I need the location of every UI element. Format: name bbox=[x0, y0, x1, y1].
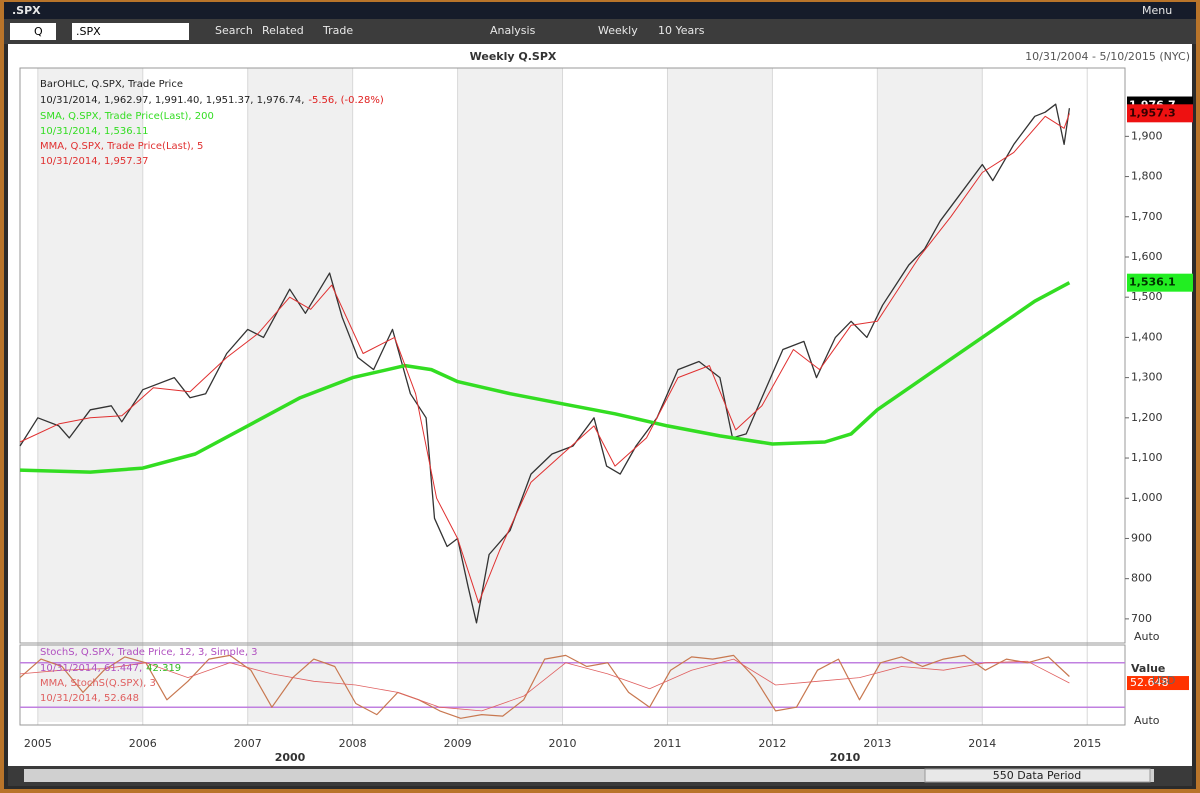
y-tick-label: 1,200 bbox=[1131, 411, 1163, 424]
stoch-panel bbox=[19, 644, 1126, 726]
x-tick-label: 2010 bbox=[549, 737, 577, 750]
toolbar bbox=[4, 19, 1196, 44]
y-tick-label: 900 bbox=[1131, 531, 1152, 544]
chart-title: Weekly Q.SPX bbox=[470, 50, 557, 63]
x-tick-label: 2014 bbox=[968, 737, 996, 750]
series-line bbox=[19, 281, 1071, 474]
legend-text: 10/31/2014, 1,536.11 bbox=[40, 126, 149, 137]
price-panel bbox=[19, 67, 1126, 644]
date-range: 10/31/2004 - 5/10/2015 (NYC) bbox=[1025, 50, 1190, 63]
data-period: 550 Data Period bbox=[993, 769, 1082, 782]
y-tick-label: 1,000 bbox=[1131, 491, 1163, 504]
toolbar-button[interactable]: Analysis bbox=[490, 24, 536, 37]
legend-text: StochS, Q.SPX, Trade Price, 12, 3, Simpl… bbox=[40, 647, 258, 658]
menu-button[interactable]: Menu bbox=[1142, 4, 1172, 17]
toolbar-button[interactable]: Trade bbox=[322, 24, 353, 37]
auto-button[interactable]: Auto bbox=[1134, 630, 1160, 643]
series-line bbox=[19, 658, 1070, 712]
x-tick-label: 2007 bbox=[234, 737, 262, 750]
scroll-thumb[interactable] bbox=[924, 768, 1151, 783]
legend-text: SMA, Q.SPX, Trade Price(Last), 200 bbox=[40, 111, 214, 122]
y-tick-label: 700 bbox=[1131, 612, 1152, 625]
x-tick-label: 2006 bbox=[129, 737, 157, 750]
toolbar-button[interactable]: Related bbox=[262, 24, 304, 37]
legend-text: 10/31/2014, 52.648 bbox=[40, 693, 139, 704]
scroll-track[interactable] bbox=[24, 769, 1154, 782]
x-tick-label: 2011 bbox=[653, 737, 681, 750]
legend-text: 10/31/2014, 61.447, 42.319 bbox=[40, 663, 181, 674]
series-line bbox=[19, 113, 1070, 604]
price-tag bbox=[1127, 104, 1193, 123]
legend-text: MMA, Q.SPX, Trade Price(Last), 5 bbox=[40, 141, 203, 152]
y-tick-label: 1,500 bbox=[1131, 290, 1163, 303]
price-tag-label: 1,536.1 bbox=[1129, 276, 1176, 289]
legend-text: 10/31/2014, 1,962.97, 1,991.40, 1,951.37… bbox=[40, 95, 384, 106]
y-tick-label: 1,900 bbox=[1131, 129, 1163, 142]
x-tick-label: 2015 bbox=[1073, 737, 1101, 750]
x-tick-label: 2005 bbox=[24, 737, 52, 750]
stoch-tag-label: 52.648 bbox=[1130, 676, 1169, 689]
year-band bbox=[37, 68, 143, 722]
legend-change: -5.56, (-0.28%) bbox=[308, 95, 384, 106]
series-line bbox=[19, 103, 1071, 624]
symbol-type: Q bbox=[34, 25, 43, 38]
title-bar bbox=[4, 2, 1196, 19]
legend-text: BarOHLC, Q.SPX, Trade Price bbox=[40, 79, 183, 90]
auto-button[interactable]: Auto bbox=[1134, 714, 1160, 727]
y-tick-label: 800 bbox=[1131, 572, 1152, 585]
symbol-type-box[interactable] bbox=[10, 23, 56, 40]
year-band bbox=[877, 68, 983, 722]
toolbar-button[interactable]: Weekly bbox=[598, 24, 638, 37]
x-tick-label: 2008 bbox=[339, 737, 367, 750]
toolbar-button[interactable]: Search bbox=[215, 24, 253, 37]
scroll-label: 2000 bbox=[275, 751, 306, 764]
y-tick-label: 1,400 bbox=[1131, 330, 1163, 343]
year-band bbox=[247, 68, 353, 722]
x-tick-label: 2013 bbox=[863, 737, 891, 750]
legend-signal: 42.319 bbox=[146, 663, 181, 674]
currency-label: USD bbox=[1152, 674, 1176, 687]
window-title: .SPX bbox=[12, 4, 41, 17]
y-tick-label: 1,800 bbox=[1131, 170, 1163, 183]
scroll-label: 2010 bbox=[830, 751, 861, 764]
y-tick-label: 1,700 bbox=[1131, 210, 1163, 223]
legend-text: 10/31/2014, 1,957.37 bbox=[40, 156, 149, 167]
stoch-tag bbox=[1127, 676, 1189, 691]
x-tick-label: 2012 bbox=[758, 737, 786, 750]
price-tag bbox=[1127, 273, 1193, 292]
symbol: .SPX bbox=[76, 25, 101, 38]
series-line bbox=[19, 654, 1070, 719]
legend-text: MMA, StochS(Q.SPX), 3 bbox=[40, 678, 156, 689]
price-tag-label: 1,957.3 bbox=[1129, 106, 1176, 119]
x-tick-label: 2009 bbox=[444, 737, 472, 750]
value-label: Value bbox=[1131, 662, 1165, 675]
toolbar-button[interactable]: 10 Years bbox=[658, 24, 705, 37]
year-band bbox=[667, 68, 773, 722]
y-tick-label: 1,600 bbox=[1131, 250, 1163, 263]
y-tick-label: 1,100 bbox=[1131, 451, 1163, 464]
y-tick-label: 1,300 bbox=[1131, 371, 1163, 384]
symbol-input[interactable] bbox=[72, 23, 189, 40]
